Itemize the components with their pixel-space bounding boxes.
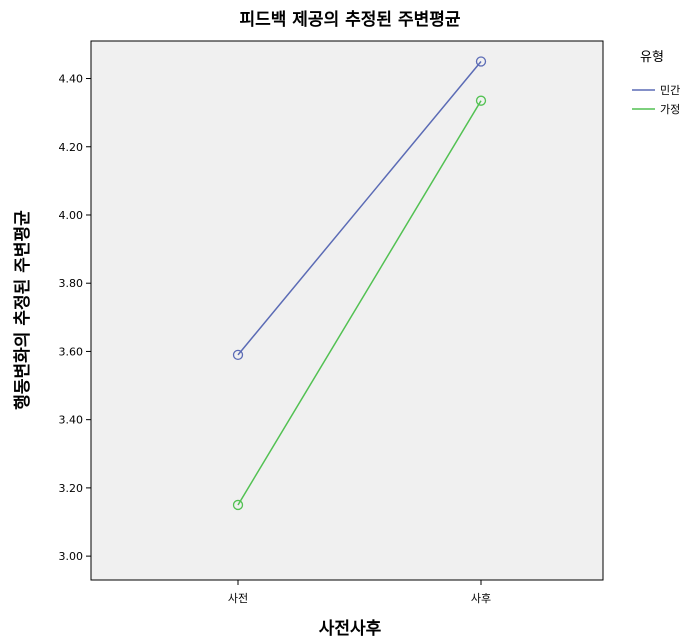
y-tick-label: 3.20 — [59, 482, 84, 495]
x-tick-label: 사전 — [228, 592, 248, 605]
y-axis: 3.00 3.20 3.40 3.60 3.80 4.00 4.20 4.40 — [59, 73, 91, 563]
x-axis-title: 사전사후 — [319, 618, 382, 639]
legend-label: 민간 — [660, 84, 680, 97]
y-tick-label: 4.40 — [59, 73, 84, 86]
data-point-1-1 — [232, 349, 244, 360]
y-tick-label: 4.20 — [59, 141, 84, 154]
data-point-1-2 — [475, 56, 487, 67]
y-tick-label: 3.40 — [59, 414, 84, 427]
series-layer — [232, 56, 487, 511]
data-point-2-1 — [232, 499, 244, 511]
y-tick-label: 3.60 — [59, 345, 84, 358]
legend-label: 가정 — [660, 103, 680, 116]
y-tick-label: 3.00 — [59, 550, 84, 563]
y-tick-label: 3.80 — [59, 277, 84, 290]
x-axis: 사전 사후 — [228, 580, 491, 605]
plot-area — [90, 40, 604, 581]
chart-title: 피드백 제공의 추정된 주변평균 — [239, 10, 460, 30]
legend-title: 유형 — [640, 50, 664, 65]
series-line-2 — [237, 100, 482, 506]
y-tick-label: 4.00 — [59, 209, 84, 222]
series-line-1 — [237, 60, 482, 356]
x-tick-label: 사후 — [471, 592, 491, 605]
y-axis-title: 행동변화의 추정된 주변평균 — [13, 210, 33, 410]
data-point-2-2 — [475, 95, 487, 106]
